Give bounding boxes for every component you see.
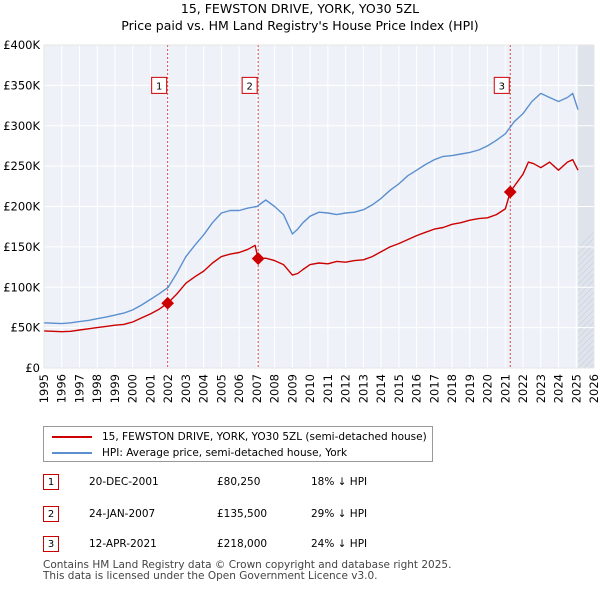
sale-point	[251, 252, 265, 265]
x-tick-label: 2019	[463, 374, 477, 403]
x-tick-label: 2016	[410, 374, 424, 403]
x-tick-label: 2014	[374, 374, 388, 403]
future-hatch	[578, 303, 595, 321]
x-tick-label: 1995	[37, 374, 51, 403]
x-tick-label: 2005	[214, 374, 228, 403]
y-tick-label: £350K	[3, 78, 40, 92]
plot-area: £0 £50K £100K £150K £200K £250K £300K £350K £400…	[3, 38, 600, 403]
series-line	[43, 159, 579, 333]
x-tick-label: 1998	[90, 374, 104, 403]
sale-marker-box	[241, 76, 258, 94]
x-tick-label: 2026	[587, 374, 600, 403]
sale-hpi-diff: 24% ↓ HPI	[311, 538, 368, 550]
y-tick-label: £300K	[3, 119, 40, 133]
sale-marker-number: 2	[246, 81, 252, 92]
sale-marker-badge: 2	[43, 506, 59, 522]
x-tick-label: 2015	[392, 374, 406, 403]
chart-subtitle: Price paid vs. HM Land Registry's House …	[121, 18, 478, 33]
x-tick-label: 2010	[303, 374, 317, 403]
x-tick-label: 2001	[143, 374, 157, 403]
sale-point	[503, 185, 517, 199]
future-hatch	[596, 45, 600, 368]
sale-marker-box	[493, 76, 510, 94]
footer-line-1: Contains HM Land Registry data © Crown c…	[43, 559, 452, 571]
y-tick-label: £250K	[3, 159, 40, 173]
plot-frame	[43, 44, 595, 369]
x-tick-label: 2023	[534, 374, 548, 403]
sale-price: £80,250	[217, 476, 261, 488]
x-tick-label: 2013	[356, 374, 370, 403]
y-tick-label: £100K	[3, 280, 40, 294]
future-hatch	[578, 309, 595, 327]
sale-marker-badge: 1	[43, 474, 59, 490]
sale-hpi-diff: 29% ↓ HPI	[311, 508, 368, 520]
chart-title: 15, FEWSTON DRIVE, YORK, YO30 5ZL	[181, 1, 419, 16]
sale-date: 20-DEC-2001	[89, 476, 159, 488]
sale-marker-box	[151, 76, 168, 94]
series-line	[43, 92, 579, 325]
x-tick-label: 2012	[339, 374, 353, 403]
footer-notice: Contains HM Land Registry data © Crown c…	[43, 560, 451, 582]
legend: 15, FEWSTON DRIVE, YORK, YO30 5ZL (semi-…	[43, 426, 433, 462]
x-tick-label: 1996	[55, 374, 69, 403]
sale-marker-number: 1	[156, 81, 162, 92]
legend-label-property: 15, FEWSTON DRIVE, YORK, YO30 5ZL (semi-…	[102, 431, 427, 443]
sale-marker-number: 3	[499, 81, 505, 92]
sale-price: £135,500	[217, 508, 268, 520]
x-tick-label: 2003	[179, 374, 193, 403]
sale-marker-badge: 3	[43, 536, 59, 552]
sale-date: 24-JAN-2007	[89, 508, 156, 520]
x-tick-label: 2000	[126, 374, 140, 403]
legend-swatch-hpi	[52, 452, 92, 454]
x-tick-label: 1999	[108, 374, 122, 403]
price-chart: 15, FEWSTON DRIVE, YORK, YO30 5ZL Price …	[3, 1, 600, 403]
x-tick-label: 1997	[72, 374, 86, 403]
y-tick-label: £150K	[3, 240, 40, 254]
y-tick-label: £50K	[11, 321, 41, 335]
legend-item-property: 15, FEWSTON DRIVE, YORK, YO30 5ZL (semi-…	[52, 429, 427, 445]
x-tick-label: 2021	[498, 374, 512, 403]
x-tick-label: 2022	[516, 374, 530, 403]
x-tick-label: 2007	[250, 374, 264, 403]
legend-label-hpi: HPI: Average price, semi-detached house,…	[102, 447, 348, 459]
legend-item-hpi: HPI: Average price, semi-detached house,…	[52, 445, 347, 461]
sale-hpi-diff: 18% ↓ HPI	[311, 476, 368, 488]
x-tick-label: 2009	[285, 374, 299, 403]
sale-price: £218,000	[217, 538, 268, 550]
x-tick-label: 2020	[481, 374, 495, 403]
legend-swatch-property	[52, 436, 92, 438]
footer-line-2: This data is licensed under the Open Gov…	[43, 570, 378, 582]
x-tick-label: 2004	[197, 374, 211, 403]
x-tick-label: 2002	[161, 374, 175, 403]
x-tick-label: 2024	[552, 374, 566, 403]
x-tick-label: 2008	[268, 374, 282, 403]
y-tick-label: £200K	[3, 200, 40, 214]
sale-date: 12-APR-2021	[89, 538, 157, 550]
x-tick-label: 2006	[232, 374, 246, 403]
y-tick-label: £0	[25, 361, 40, 375]
x-tick-label: 2025	[569, 374, 583, 403]
sale-point	[161, 296, 175, 310]
x-tick-label: 2018	[445, 374, 459, 403]
x-tick-label: 2011	[321, 374, 335, 403]
x-tick-label: 2017	[427, 374, 441, 403]
y-tick-label: £400K	[3, 38, 40, 52]
